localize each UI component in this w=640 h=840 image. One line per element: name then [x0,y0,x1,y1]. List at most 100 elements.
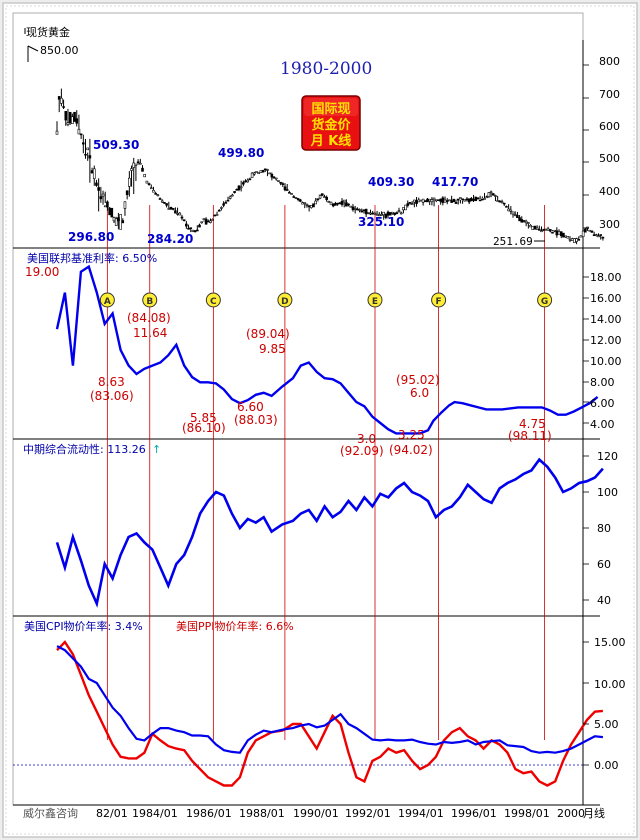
price-candle-body [548,229,552,232]
price-candle-body [336,202,339,205]
rate-annotation: (95.02) [396,373,440,387]
price-candle-body [171,208,175,210]
svg-text:E: E [372,297,378,307]
price-candle-body [270,173,274,178]
date-tick: 1986/01 [186,807,232,820]
price-candle-body [178,212,182,216]
price-candle-body [305,203,309,206]
price-candle-body [239,186,243,189]
price-candle-body [274,177,278,180]
price-candle-body [134,163,138,166]
price-candle-body [228,196,232,199]
price-candle-body [292,196,296,198]
rate-series-line [55,264,599,435]
price-candle-body [367,212,370,214]
price-candle-body [62,106,65,108]
price-candle-body [114,218,118,226]
price-candle-body [187,227,190,230]
price-candle-body [163,202,166,204]
price-candle-body [86,147,89,151]
price-candle-body [553,229,556,232]
price-candle-body [64,111,68,121]
price-candle-body [476,197,480,200]
price-candle-body [511,211,515,215]
svg-text:G: G [541,297,548,307]
price-candle-body [349,205,353,208]
price-candle-body [189,227,193,229]
date-tick: 82/01 [96,807,128,820]
price-candle-body [516,214,519,218]
up-arrow-icon: ↑ [152,443,161,456]
event-marker: D [277,292,293,308]
price-candle-body [467,198,471,203]
price-candle-body [121,220,125,224]
svg-text:C: C [210,297,217,307]
rate-annotation: 3.25 [398,428,425,442]
price-candle-body [540,230,543,233]
rate-tick: 10.00 [590,355,622,368]
source-label: 威尔鑫咨询 [23,806,78,820]
price-candle-body [599,234,603,236]
price-candle-body [531,226,535,230]
rate-annotation: (84.08) [127,311,171,325]
price-tick: 600 [599,120,620,133]
rate-annotation: (98.11) [508,429,552,443]
price-candle-body [472,199,475,201]
price-candle-body [533,225,537,230]
price-candle-body [362,209,366,212]
price-candle-body [71,116,74,125]
price-candle-body [496,200,499,202]
price-high-value: 850.00 [40,44,79,57]
price-candle-body [318,195,322,199]
price-candle-body [487,192,491,198]
price-candle-body [101,193,105,197]
price-candle-body [522,220,526,222]
price-candle-body [237,185,241,190]
liquidity-tick: 60 [597,558,611,571]
date-tick: 1996/01 [451,807,497,820]
fed-rate-panel: 美国联邦基准利率: 6.50% A B C D E F G 19.00 (84.08) 11… [25,251,622,458]
price-candle-body [149,187,153,190]
price-candle-body [57,96,61,100]
price-candle-body [139,162,142,165]
price-candle-body [174,210,177,214]
inflation-tick: 15.00 [594,636,626,649]
price-candle-body [248,178,252,181]
price-candle-body [588,229,592,232]
price-candle-body [323,196,326,198]
price-candle-body [327,201,331,203]
price-candle-body [542,228,546,231]
price-candle-body [529,225,532,228]
rate-tick: 6.00 [590,397,615,410]
price-candle-body [290,193,293,195]
price-candle-body [456,198,460,201]
rate-annotation: 9.85 [259,342,286,356]
price-annotation: 409.30 [368,175,414,189]
price-candle-body [285,189,289,191]
price-candle-body [465,198,469,201]
price-candle-body [535,227,539,230]
price-candle-body [485,196,489,199]
price-candle-body [156,194,160,197]
price-candle-body [253,172,256,175]
event-marker: B [142,292,158,308]
price-candle-body [176,213,179,215]
event-marker: F [431,292,447,308]
price-candle-body [507,208,510,212]
price-candle-body [314,200,317,205]
price-candle-body [494,195,497,197]
price-candle-body [165,203,168,206]
price-candle-body [75,118,79,124]
price-annotation: 499.80 [218,146,264,160]
price-candle-body [461,198,464,201]
price-candle-body [509,209,513,212]
price-candle-body [500,201,504,204]
price-candle-body [312,203,315,208]
liquidity-panel-title: 中期综合流动性: 113.26 [23,442,146,456]
price-candle-body [108,207,111,216]
price-candle-body [395,212,399,214]
price-candle-body [443,199,447,203]
price-candle-body [353,208,357,210]
price-candle-body [263,168,267,171]
